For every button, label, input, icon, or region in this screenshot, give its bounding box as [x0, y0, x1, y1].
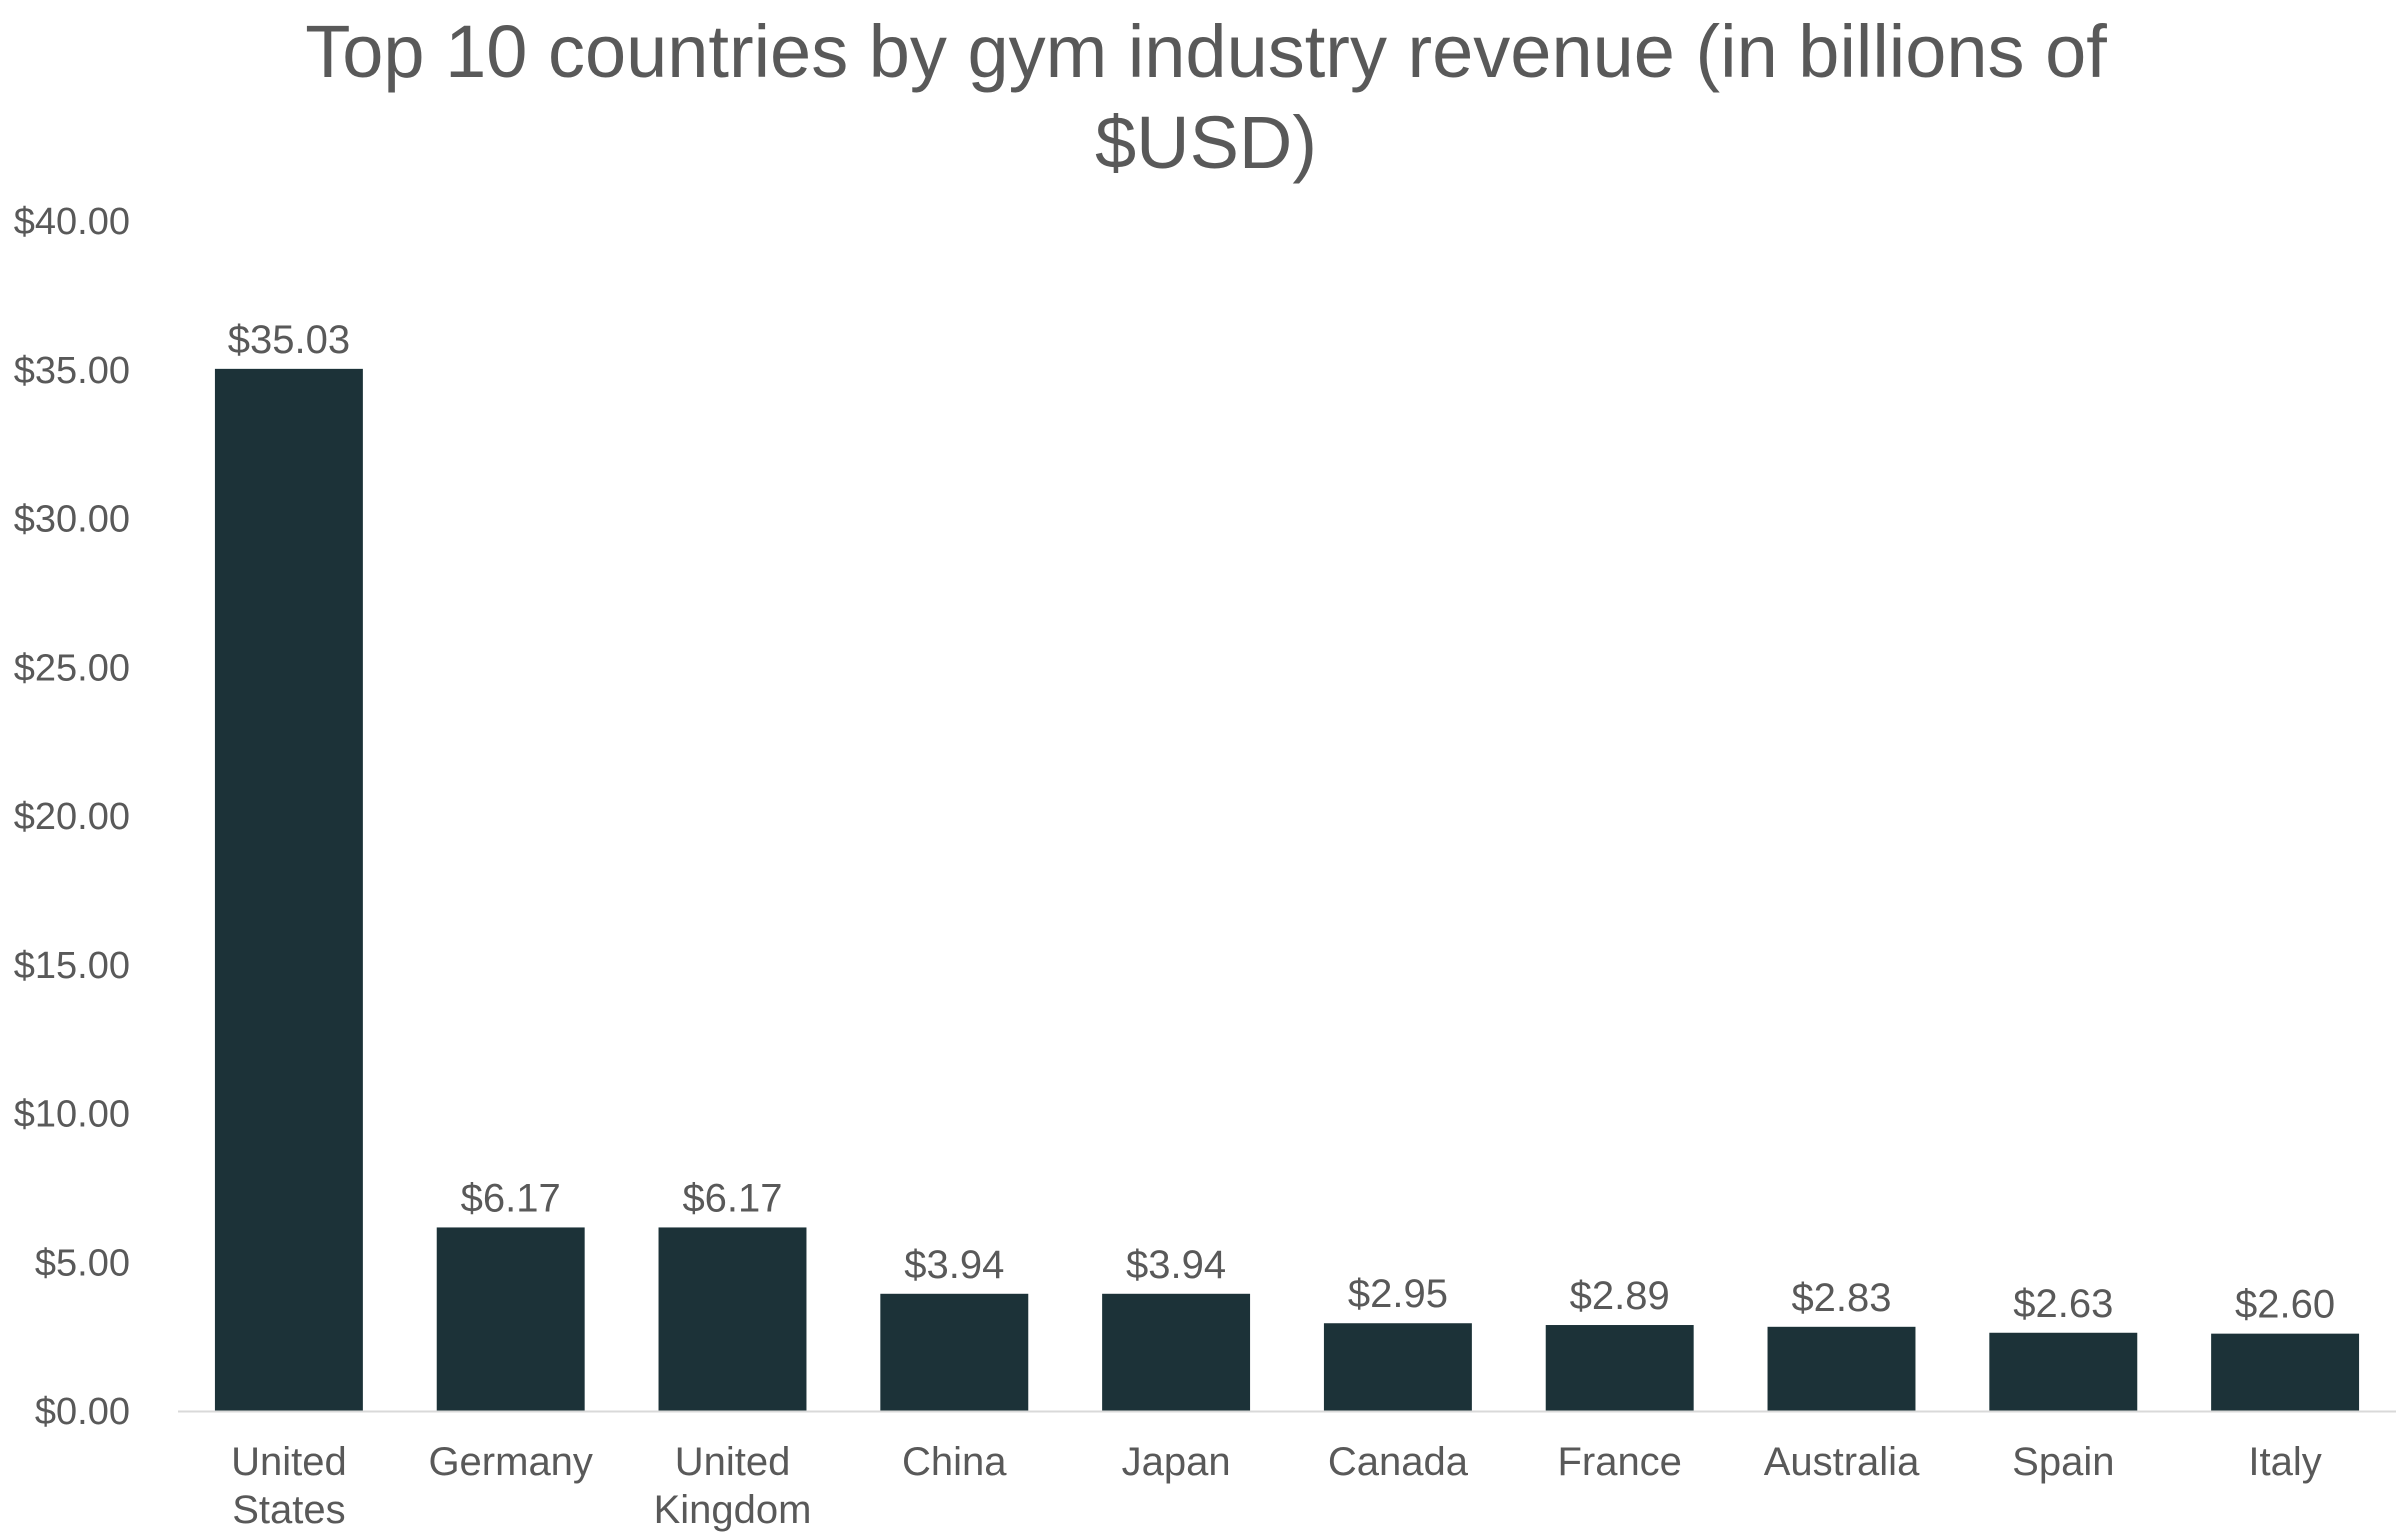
bar: [880, 1293, 1029, 1411]
data-label: $3.94: [904, 1243, 1004, 1287]
y-tick-label: $40.00: [14, 201, 130, 243]
data-label: $6.17: [682, 1176, 782, 1220]
bar: [658, 1227, 807, 1411]
x-tick-label: Germany: [428, 1440, 593, 1484]
y-tick-label: $35.00: [14, 350, 130, 392]
data-label: $2.83: [1791, 1276, 1891, 1320]
y-tick-label: $25.00: [14, 647, 130, 689]
x-tick-label: Kingdom: [654, 1488, 812, 1532]
bar: [1102, 1293, 1251, 1411]
y-tick-label: $15.00: [14, 945, 130, 987]
y-tick-label: $0.00: [35, 1391, 130, 1433]
x-tick-label: Canada: [1328, 1440, 1469, 1484]
x-tick-label: Australia: [1764, 1440, 1920, 1484]
bar: [1989, 1332, 2138, 1411]
data-label: $35.03: [228, 318, 350, 362]
x-tick-label: United: [675, 1440, 791, 1484]
bar: [1545, 1325, 1694, 1411]
bar: [1323, 1323, 1472, 1411]
data-label: $6.17: [461, 1176, 561, 1220]
x-tick-label: Japan: [1122, 1440, 1231, 1484]
data-label: $3.94: [1126, 1243, 1226, 1287]
bar: [1767, 1326, 1916, 1411]
data-label: $2.60: [2235, 1283, 2335, 1327]
data-label: $2.63: [2013, 1282, 2113, 1326]
chart-title-line-2: $USD): [1095, 101, 1317, 184]
y-tick-label: $5.00: [35, 1242, 130, 1284]
y-tick-label: $20.00: [14, 796, 130, 838]
x-tick-label: United: [231, 1440, 347, 1484]
y-axis: $0.00 $5.00 $10.00 $15.00 $20.00 $25.00 $30.00…: [14, 201, 130, 1433]
data-label: $2.95: [1348, 1272, 1448, 1316]
x-tick-label: States: [232, 1488, 345, 1532]
bar: [436, 1227, 585, 1411]
x-tick-label: France: [1557, 1440, 1682, 1484]
x-tick-label: Spain: [2012, 1440, 2114, 1484]
x-tick-label: China: [902, 1440, 1007, 1484]
y-tick-label: $10.00: [14, 1094, 130, 1136]
data-label: $2.89: [1570, 1274, 1670, 1318]
y-tick-label: $30.00: [14, 499, 130, 541]
x-tick-label: Italy: [2248, 1440, 2321, 1484]
data-labels: $35.03 $6.17 $6.17 $3.94 $3.94 $2.95 $2.89 $2.8…: [228, 318, 2335, 1327]
bars: [214, 368, 2360, 1411]
chart-title: Top 10 countries by gym industry revenue…: [305, 10, 2107, 184]
chart-title-line-1: Top 10 countries by gym industry revenue…: [305, 10, 2107, 93]
bar: [214, 368, 363, 1411]
bar: [2211, 1333, 2360, 1411]
